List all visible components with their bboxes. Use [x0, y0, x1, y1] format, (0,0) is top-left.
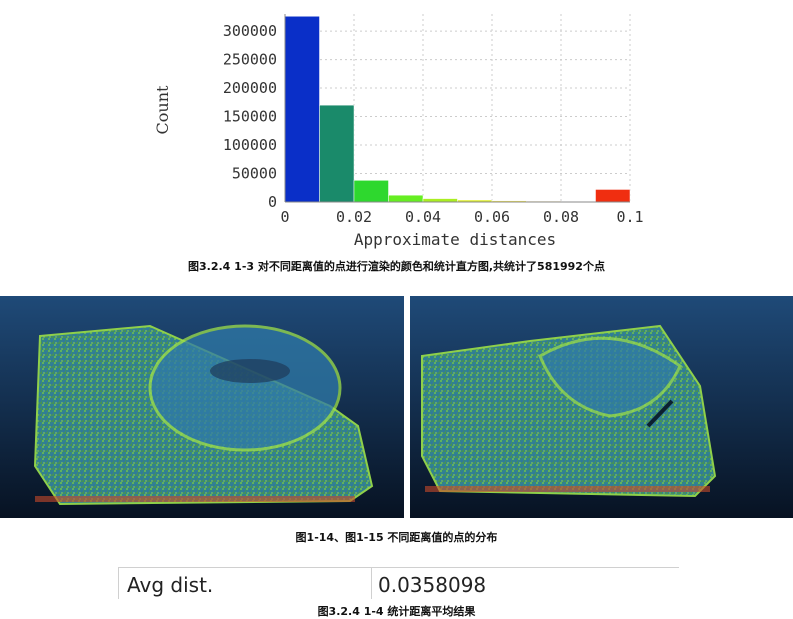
x-tick-label: 0.08 — [543, 208, 579, 226]
histogram-bar — [285, 16, 320, 202]
point-cloud-right-svg — [410, 296, 793, 518]
point-cloud-left-svg — [0, 296, 404, 518]
y-tick-label: 200000 — [223, 79, 277, 97]
x-tick-label: 0.02 — [336, 208, 372, 226]
y-tick-label: 0 — [268, 193, 277, 211]
point-cloud-render-right — [410, 296, 793, 518]
histogram-bar — [423, 199, 458, 202]
histogram-bar — [389, 195, 424, 202]
x-axis-label: Approximate distances — [354, 230, 556, 249]
avg-dist-value: 0.0358098 — [372, 568, 486, 599]
y-tick-label: 150000 — [223, 108, 277, 126]
point-cloud-render-left — [0, 296, 404, 518]
figure-caption-avg-result: 图3.2.4 1-4 统计距离平均结果 — [0, 603, 793, 619]
x-tick-label: 0.04 — [405, 208, 441, 226]
distance-histogram: 0 50000 100000 150000 200000 250000 300000 0 0.0… — [150, 0, 650, 252]
x-tick-label: 0 — [280, 208, 289, 226]
y-tick-label: 100000 — [223, 136, 277, 154]
avg-distance-table: Avg dist. 0.0358098 — [118, 567, 679, 599]
figure-caption-histogram: 图3.2.4 1-3 对不同距离值的点进行渲染的颜色和统计直方图,共统计了581… — [0, 258, 793, 274]
y-tick-label: 300000 — [223, 22, 277, 40]
x-tick-label: 0.06 — [474, 208, 510, 226]
y-axis-label: Count — [153, 85, 172, 134]
histogram-bar — [596, 189, 631, 202]
y-tick-label: 250000 — [223, 51, 277, 69]
avg-dist-label: Avg dist. — [119, 568, 372, 599]
histogram-bar — [354, 180, 389, 202]
bar-layer — [285, 16, 630, 202]
histogram-svg: 0 50000 100000 150000 200000 250000 300000 0 0.0… — [150, 0, 650, 252]
y-tick-label: 50000 — [232, 165, 277, 183]
x-tick-label: 0.1 — [616, 208, 643, 226]
histogram-bar — [320, 105, 355, 202]
figure-caption-point-clouds: 图1-14、图1-15 不同距离值的点的分布 — [0, 529, 793, 545]
